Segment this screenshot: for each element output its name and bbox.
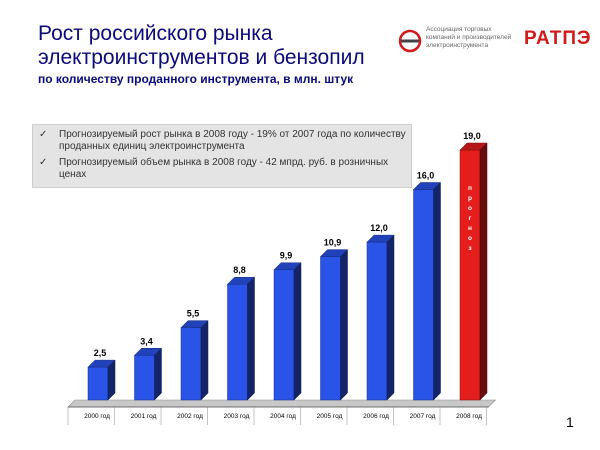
forecast-label-letter: г [469,215,472,222]
forecast-label-letter: н [468,225,472,232]
bar [134,355,155,401]
note-item: ✓ Прогнозируемый рост рынка в 2008 году … [33,129,411,153]
bar-side-face [386,234,395,401]
bar [413,189,434,401]
bar-side-face [479,142,488,401]
bar-value-label: 2,5 [94,348,107,358]
bar-value-label: 9,9 [280,251,293,261]
notes-box: ✓ Прогнозируемый рост рынка в 2008 году … [32,124,412,188]
bar-side-face [107,359,116,401]
bar [227,283,248,401]
bar [273,269,295,401]
x-tick-label: 2000 год [84,413,110,420]
forecast-label-letter: п [468,185,472,192]
x-tick-label: 2006 год [363,413,389,420]
x-tick-label: 2003 год [224,413,250,420]
bar [320,256,341,401]
x-tick-label: 2002 год [177,413,203,420]
forecast-label-letter: з [468,245,472,252]
bar [87,366,109,401]
bar-side-face [200,320,209,401]
page-subtitle: по количеству проданного инструмента, в … [38,72,354,86]
bar-value-label: 8,8 [233,265,246,275]
bar-value-label: 19,0 [463,131,481,141]
bar-side-face [293,262,302,401]
ratpe-logo: Ассоциация торговых компаний и производи… [398,25,591,57]
bar-value-label: 5,5 [187,309,200,319]
checkmark-icon: ✓ [39,157,48,168]
note-text: Прогнозируемый рост рынка в 2008 году - … [59,129,406,152]
bar-value-label: 3,4 [140,336,153,346]
bar-side-face [154,347,162,401]
x-tick-label: 2001 год [131,413,157,420]
chart-floor [67,399,497,408]
logo-association-text: Ассоциация торговых компаний и производи… [426,26,512,49]
bar-side-face [340,248,348,401]
bar-value-label: 10,9 [324,238,342,248]
forecast-label-letter: о [468,205,472,212]
ratpe-emblem-icon [398,29,422,53]
bar-value-label: 12,0 [370,223,388,233]
bar [366,241,388,401]
x-tick-label: 2005 год [317,413,343,420]
bar-side-face [247,276,255,401]
x-tick-label: 2007 год [410,413,436,420]
note-text: Прогнозируемый объем рынка в 2008 году -… [59,157,389,180]
checkmark-icon: ✓ [39,129,48,140]
x-tick-label: 2008 год [456,413,482,420]
note-item: ✓ Прогнозируемый объем рынка в 2008 году… [33,157,411,181]
forecast-label-letter: о [468,235,472,242]
bar-value-label: 16,0 [417,170,435,180]
logo-brand-name: РАТПЭ [524,28,592,49]
bar-side-face [433,181,441,401]
page-number: 1 [566,414,574,430]
x-tick-label: 2004 год [270,413,296,420]
page-title: Рост российского рынка электроинструмент… [38,22,365,69]
forecast-label-letter: р [468,195,472,202]
bar [180,327,202,401]
